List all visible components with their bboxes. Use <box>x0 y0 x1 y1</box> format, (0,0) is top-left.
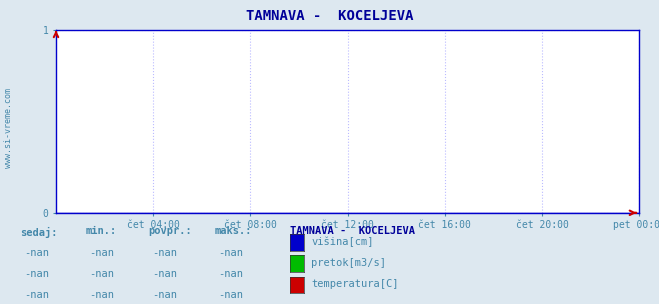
Text: -nan: -nan <box>24 248 49 258</box>
Text: -nan: -nan <box>152 269 177 279</box>
Text: maks.:: maks.: <box>214 226 252 237</box>
Text: www.si-vreme.com: www.si-vreme.com <box>4 88 13 168</box>
Text: -nan: -nan <box>24 269 49 279</box>
Text: -nan: -nan <box>218 290 243 300</box>
Text: -nan: -nan <box>90 269 115 279</box>
Text: -nan: -nan <box>24 290 49 300</box>
Text: -nan: -nan <box>218 269 243 279</box>
Text: -nan: -nan <box>90 290 115 300</box>
Text: TAMNAVA -  KOCELJEVA: TAMNAVA - KOCELJEVA <box>290 226 415 237</box>
Text: -nan: -nan <box>152 290 177 300</box>
Text: -nan: -nan <box>152 248 177 258</box>
Text: sedaj:: sedaj: <box>20 226 57 237</box>
Text: povpr.:: povpr.: <box>148 226 192 237</box>
Text: min.:: min.: <box>86 226 117 237</box>
Text: TAMNAVA -  KOCELJEVA: TAMNAVA - KOCELJEVA <box>246 9 413 23</box>
Text: temperatura[C]: temperatura[C] <box>311 279 399 289</box>
Text: pretok[m3/s]: pretok[m3/s] <box>311 258 386 268</box>
Text: -nan: -nan <box>218 248 243 258</box>
Text: -nan: -nan <box>90 248 115 258</box>
Text: višina[cm]: višina[cm] <box>311 237 374 247</box>
